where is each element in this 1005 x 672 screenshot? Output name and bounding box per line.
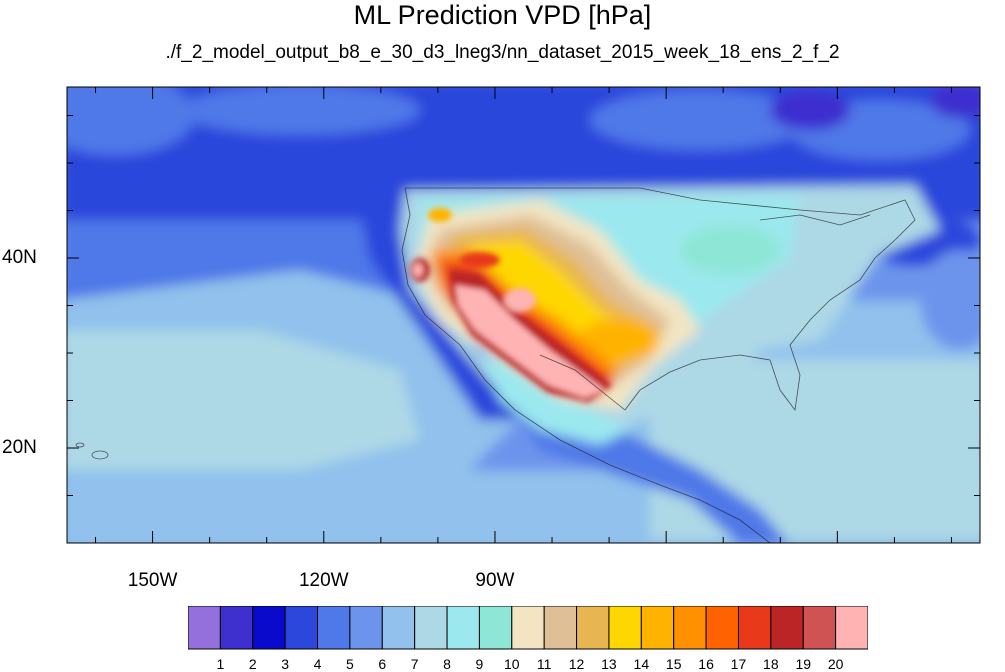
lon-tick-label: 150W bbox=[127, 570, 178, 591]
colorbar-box bbox=[446, 606, 480, 650]
colorbar-box bbox=[511, 606, 545, 650]
lon-tick-label: 120W bbox=[298, 570, 349, 591]
colorbar-label: 11 bbox=[536, 656, 552, 672]
colorbar-box bbox=[252, 606, 286, 650]
vpd-colorbar bbox=[188, 606, 868, 650]
map-subtitle: ./f_2_model_output_b8_e_30_d3_lneg3/nn_d… bbox=[165, 42, 840, 63]
colorbar-label: 7 bbox=[410, 656, 419, 672]
colorbar-label: 10 bbox=[504, 656, 520, 672]
vpd-field bbox=[67, 87, 980, 543]
lat-tick-label: 20N bbox=[2, 437, 37, 458]
colorbar-label: 17 bbox=[730, 656, 747, 672]
colorbar-label: 19 bbox=[795, 656, 812, 672]
colorbar-label: 18 bbox=[763, 656, 779, 672]
colorbar-label: 5 bbox=[345, 656, 354, 672]
lon-tick-label: 90W bbox=[475, 570, 515, 591]
colorbar-label: 4 bbox=[313, 656, 322, 672]
colorbar-box bbox=[188, 606, 221, 650]
colorbar-box bbox=[705, 606, 739, 650]
colorbar-box bbox=[414, 606, 448, 650]
lat-tick-marks bbox=[67, 115, 980, 496]
colorbar-label: 3 bbox=[281, 656, 290, 672]
colorbar-box bbox=[219, 606, 254, 650]
colorbar-label: 14 bbox=[633, 656, 650, 672]
colorbar-label: 20 bbox=[827, 656, 844, 672]
colorbar-label: 13 bbox=[601, 656, 617, 672]
colorbar-label: 6 bbox=[378, 656, 387, 672]
colorbar-box bbox=[284, 606, 319, 650]
colorbar-box bbox=[802, 606, 837, 650]
colorbar-label: 15 bbox=[665, 656, 682, 672]
lon-tick-marks bbox=[95, 87, 952, 543]
colorbar-label: 12 bbox=[568, 656, 585, 672]
colorbar-box bbox=[737, 606, 772, 650]
vpd-map bbox=[66, 86, 981, 544]
map-title: ML Prediction VPD [hPa] bbox=[353, 0, 652, 30]
colorbar-label: 9 bbox=[475, 656, 484, 672]
colorbar-box bbox=[576, 606, 610, 650]
colorbar-box bbox=[543, 606, 578, 650]
colorbar-label: 1 bbox=[216, 656, 225, 672]
colorbar-label: 8 bbox=[443, 656, 451, 672]
colorbar-box bbox=[317, 606, 351, 650]
colorbar-box bbox=[381, 606, 416, 650]
colorbar-label: 2 bbox=[248, 656, 257, 672]
colorbar-box bbox=[478, 606, 513, 650]
colorbar-box bbox=[349, 606, 383, 650]
colorbar-box bbox=[640, 606, 675, 650]
colorbar-box bbox=[770, 606, 804, 650]
colorbar-box bbox=[673, 606, 707, 650]
colorbar-box bbox=[608, 606, 642, 650]
colorbar-label: 16 bbox=[698, 656, 714, 672]
lat-tick-label: 40N bbox=[2, 247, 37, 268]
colorbar-box bbox=[835, 606, 868, 650]
